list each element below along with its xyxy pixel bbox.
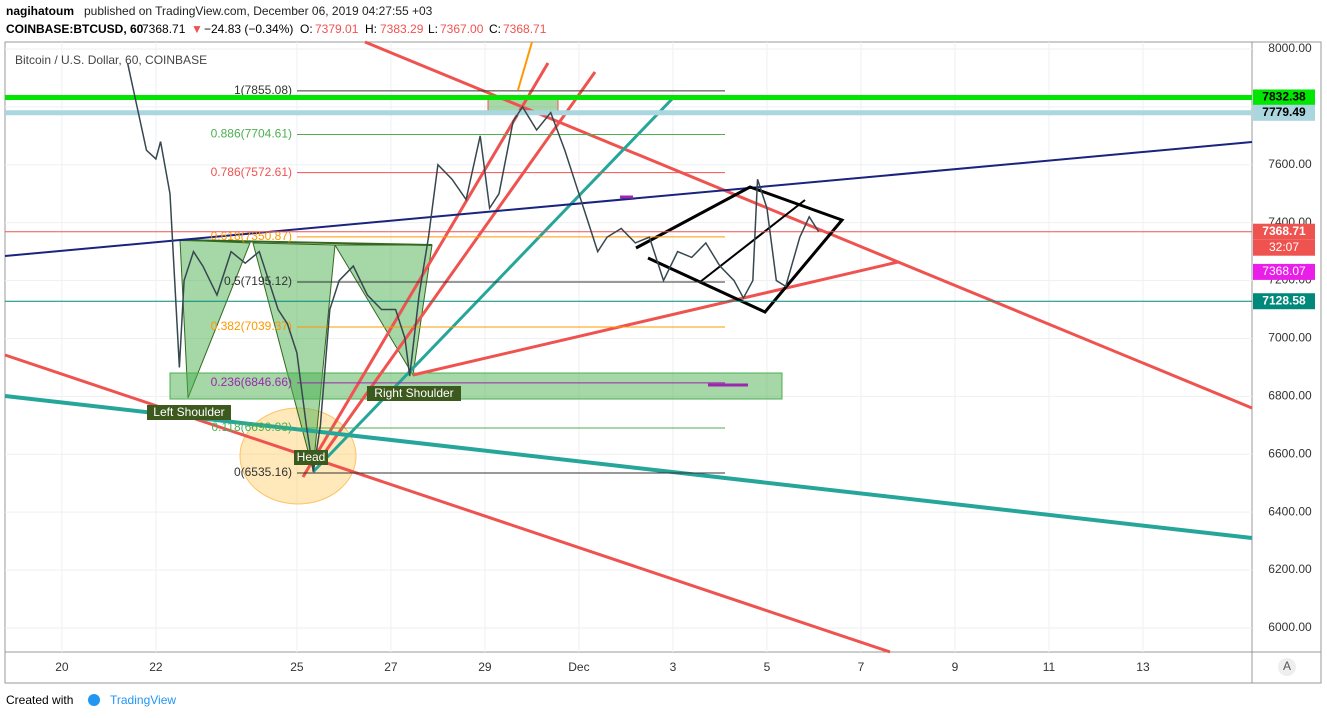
author[interactable]: nagihatoum	[6, 4, 74, 18]
axis-label-bg	[1253, 89, 1315, 106]
annotation: Head	[297, 450, 326, 464]
trend-line	[311, 96, 675, 474]
plot: 1(7855.08) 0.886(7704.61) 0.786(7572.61) 0.…	[5, 63, 1252, 479]
y-tick-label: 6600.00	[1268, 446, 1312, 460]
trend-line	[4, 353, 891, 654]
x-tick-label: 27	[384, 660, 398, 674]
last-price: 7368.71	[142, 22, 186, 36]
trend-line	[517, 41, 533, 91]
y-tick-label: 6800.00	[1268, 389, 1312, 403]
x-tick-label: 20	[55, 660, 69, 674]
countdown: 32:07	[1269, 240, 1299, 254]
axis-label: 7368.71	[1262, 224, 1306, 238]
x-tick-label: 7	[858, 660, 865, 674]
high: 7383.29	[380, 22, 424, 36]
drawings	[4, 40, 1253, 654]
head-shape	[252, 242, 336, 471]
axis-label-bg	[1253, 263, 1315, 280]
trend-line	[4, 141, 1253, 257]
auto-button[interactable]: A	[1283, 659, 1291, 673]
label-bg	[147, 405, 231, 420]
c-label: C:	[489, 22, 501, 36]
change: −24.83 (−0.34%)	[204, 22, 293, 36]
axis-label-bg	[1253, 239, 1315, 256]
x-tick-label: 13	[1136, 660, 1150, 674]
close: 7368.71	[503, 22, 547, 36]
price-line	[126, 63, 820, 472]
x-tick-label: 29	[478, 660, 492, 674]
symbol: COINBASE:BTCUSD, 60	[6, 22, 144, 36]
h-label: H:	[365, 22, 377, 36]
button-bg[interactable]	[1278, 658, 1296, 676]
fib-label: 1(7855.08)	[234, 83, 292, 97]
axis-label-bg	[1253, 104, 1315, 121]
fib-label: 0.382(7039.37)	[211, 319, 292, 333]
o-label: O:	[300, 22, 313, 36]
y-tick-label: 8000.00	[1268, 41, 1312, 55]
frame	[4, 41, 1322, 684]
axis-label: 7128.58	[1262, 293, 1306, 307]
diamond	[699, 199, 806, 283]
axis-label: 7832.38	[1262, 90, 1306, 104]
footer-text: Created with	[6, 693, 73, 707]
zone	[169, 372, 783, 400]
fib-label: 0.118(6690.83)	[211, 420, 292, 434]
grid	[5, 42, 1252, 652]
annotation: Left Shoulder	[153, 405, 224, 419]
label-bg	[367, 386, 461, 401]
annotation: Right Shoulder	[374, 386, 453, 400]
trend-line	[316, 71, 597, 463]
x-tick-label: Dec	[568, 660, 589, 674]
y-tick-label: 7000.00	[1268, 331, 1312, 345]
chart-title: Bitcoin / U.S. Dollar, 60, COINBASE	[15, 53, 207, 67]
arrow: ▼	[191, 22, 203, 36]
brand[interactable]: TradingView	[110, 693, 176, 707]
axis-label-bg	[1253, 223, 1315, 240]
x-tick-label: 25	[290, 660, 304, 674]
fib-label: 0.236(6846.66)	[211, 375, 292, 389]
x-tick-label: 5	[764, 660, 771, 674]
fib-label: 0.5(7195.12)	[224, 274, 292, 288]
l-label: L:	[428, 22, 438, 36]
fib-label: 0.786(7572.61)	[211, 165, 292, 179]
axis-label-bg	[1253, 293, 1315, 310]
y-tick-label: 6400.00	[1268, 504, 1312, 518]
y-tick-label: 7600.00	[1268, 157, 1312, 171]
trend-line	[301, 62, 550, 478]
fib-label: 0(6535.16)	[234, 465, 292, 479]
diamond	[635, 185, 845, 314]
x-tick-label: 11	[1043, 660, 1056, 674]
x-tick-label: 22	[149, 660, 163, 674]
axis-label: 7779.49	[1262, 105, 1306, 119]
neckline	[179, 239, 433, 246]
y-tick-label: 6000.00	[1268, 620, 1312, 634]
x-tick-label: 3	[670, 660, 677, 674]
axis-label: 7368.07	[1262, 264, 1306, 278]
published: published on TradingView.com, December 0…	[84, 4, 433, 18]
fib-label: 0.886(7704.61)	[211, 127, 292, 141]
trend-line	[412, 260, 899, 377]
x-tick-label: 9	[952, 660, 959, 674]
open: 7379.01	[315, 22, 359, 36]
y-tick-label: 6200.00	[1268, 562, 1312, 576]
trend-line	[364, 40, 1253, 410]
label-bg	[294, 450, 328, 465]
low: 7367.00	[440, 22, 484, 36]
fib-label: 0.618(7350.87)	[211, 229, 292, 243]
logo	[88, 694, 100, 706]
